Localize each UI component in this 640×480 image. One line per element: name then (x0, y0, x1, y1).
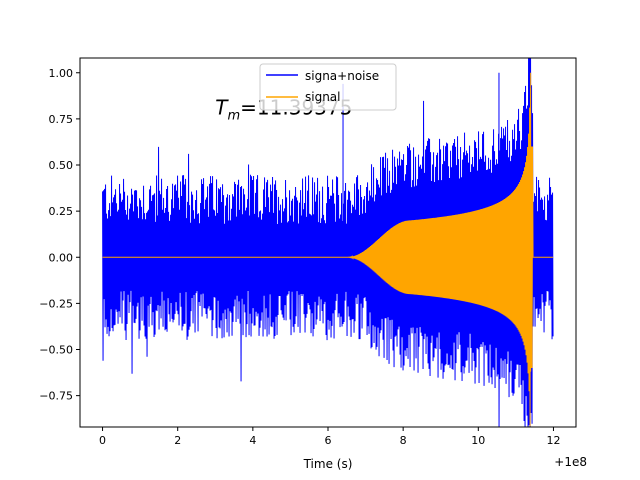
legend: signa+noise signal (259, 63, 397, 111)
y-tick-label: −0.25 (39, 297, 73, 310)
y-tick-label: 1.00 (49, 67, 74, 80)
x-tick-label: 8 (400, 434, 407, 447)
tm-annotation-prefix: T (215, 96, 229, 120)
x-tick-label: 4 (249, 434, 256, 447)
x-axis-label: Time (s) (303, 457, 353, 471)
y-tick-label: −0.50 (39, 344, 73, 357)
plot-area (102, 58, 554, 427)
legend-label-signa-noise: signa+noise (305, 69, 379, 83)
legend-label-signal: signal (305, 90, 341, 104)
series-signal-line (102, 72, 554, 427)
tm-annotation-subscript: m (227, 109, 240, 124)
y-tick-label: 0.50 (49, 159, 74, 172)
x-tick-label: 0 (99, 434, 106, 447)
x-tick-label: 2 (174, 434, 181, 447)
x-axis: 0 2 4 6 8 10 12 (99, 427, 560, 447)
x-axis-offset: +1e8 (554, 455, 587, 469)
y-tick-label: 0.25 (49, 205, 74, 218)
y-tick-label: −0.75 (39, 390, 73, 403)
x-tick-label: 10 (471, 434, 485, 447)
y-tick-label: 0.75 (49, 113, 74, 126)
y-axis: −0.75 −0.50 −0.25 0.00 0.25 0.50 0.75 1.00 (39, 67, 80, 403)
x-tick-label: 12 (546, 434, 560, 447)
x-tick-label: 6 (325, 434, 332, 447)
series-signa-noise-line (102, 58, 554, 427)
y-tick-label: 0.00 (49, 251, 74, 264)
